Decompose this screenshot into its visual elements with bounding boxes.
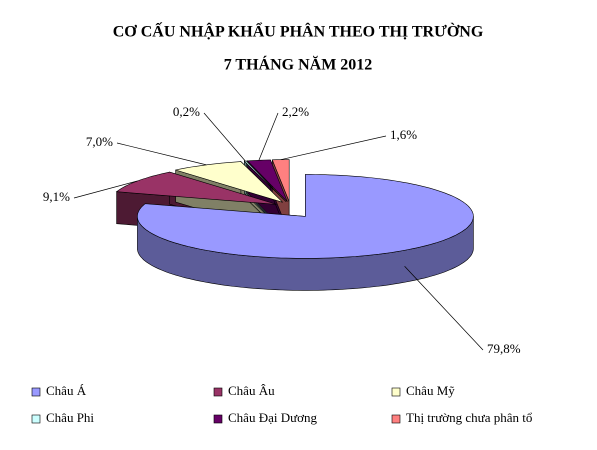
data-label: 2,2% [282,104,309,119]
leader-line [116,142,207,166]
legend-label: Châu Mỹ [406,383,455,398]
chart-title: CƠ CẤU NHẬP KHẨU PHÂN THEO THỊ TRƯỜNG [113,22,484,41]
legend-label: Thị trường chưa phân tổ [406,410,532,425]
legend-label: Châu Á [46,383,87,398]
slice [137,174,474,259]
legend-marker [213,387,223,397]
legend-label: Châu Phi [46,410,94,425]
data-label: 1,6% [390,127,417,142]
chart-subtitle: 7 THÁNG NĂM 2012 [224,55,373,74]
legend-marker [391,414,401,424]
legend-label: Châu Âu [228,383,275,398]
legend-marker [391,387,401,397]
legend-marker [213,414,223,424]
legend-marker [31,387,41,397]
leader-line [258,112,279,161]
data-label: 9,1% [43,189,70,204]
data-label: 7,0% [86,134,113,149]
leader-line [280,135,387,161]
leader-line [404,266,484,351]
leader-line [203,112,246,162]
leader-line [73,180,138,199]
legend-label: Châu Đại Dương [228,410,318,425]
data-label: 79,8% [487,341,521,356]
legend-marker [31,414,41,424]
data-label: 0,2% [173,104,200,119]
